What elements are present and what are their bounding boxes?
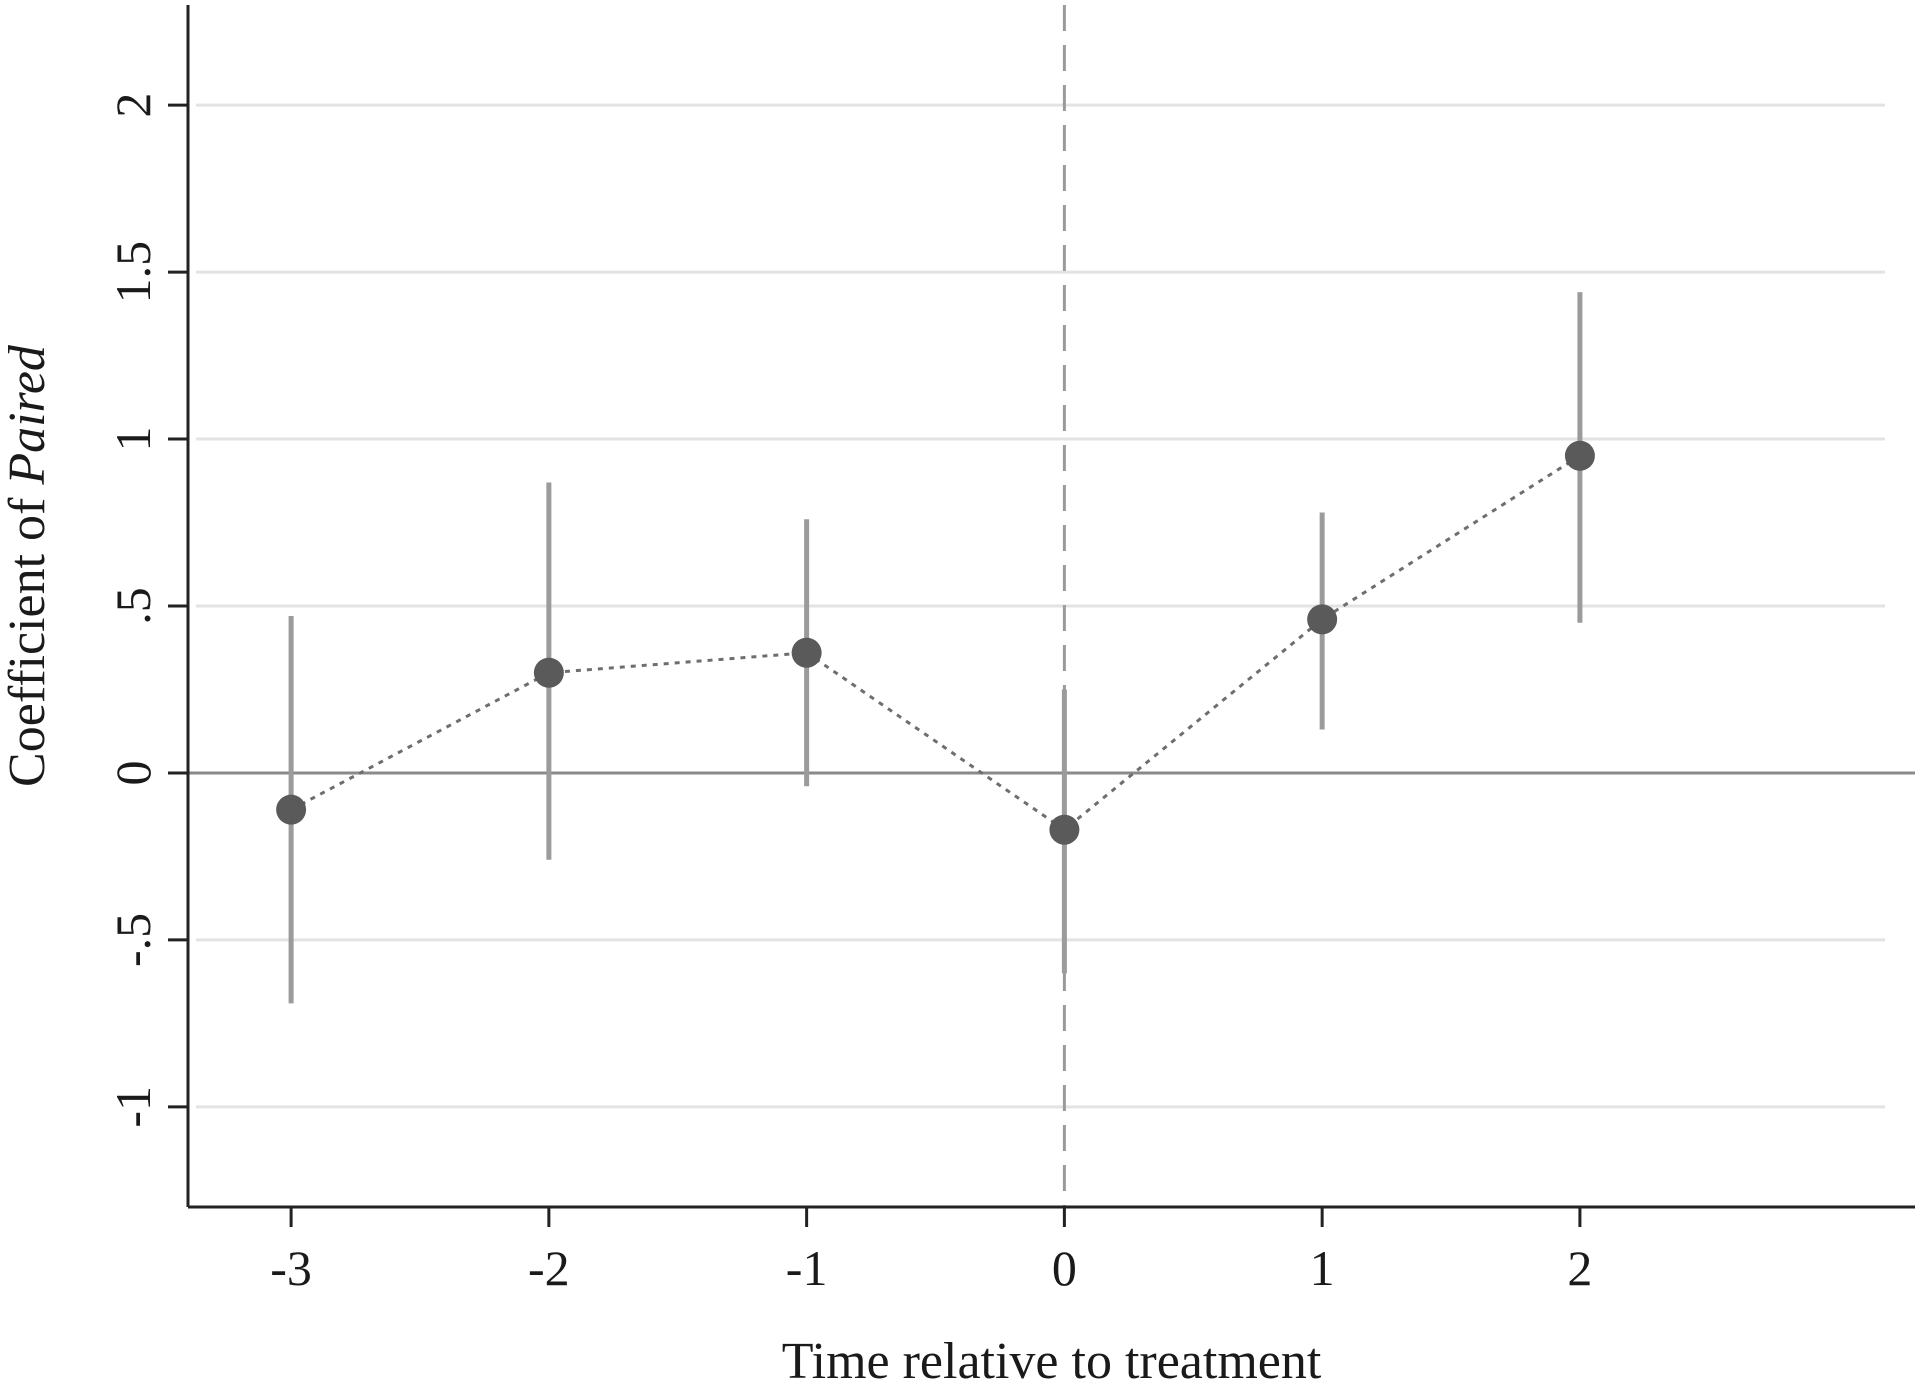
connector-line — [290, 454, 1581, 832]
y-axis-title-prefix: Coefficient of — [0, 485, 56, 787]
x-tick-label: 1 — [1310, 1240, 1335, 1296]
coefficient-point — [1049, 814, 1080, 845]
y-tick-label: .5 — [105, 587, 161, 625]
gridlines — [196, 103, 1885, 1109]
reference-lines — [188, 5, 1915, 1207]
x-tick-label: -3 — [270, 1240, 312, 1296]
y-tick-label: 2 — [105, 93, 161, 118]
x-tick-label: -1 — [786, 1240, 828, 1296]
y-axis-title: Coefficient of Paired — [0, 344, 56, 787]
y-tick-label: 0 — [105, 760, 161, 785]
y-ticks: -1 -.5 0 .5 1 1.5 2 — [105, 93, 188, 1128]
y-tick-label: -.5 — [105, 913, 161, 967]
y-tick-label: 1 — [105, 427, 161, 452]
x-tick-label: -2 — [528, 1240, 570, 1296]
coefficient-point — [533, 657, 564, 688]
coefficient-point — [1307, 604, 1338, 635]
confidence-intervals — [288, 292, 1583, 1004]
coefficient-point — [791, 637, 822, 668]
x-ticks: -3 -2 -1 0 1 2 — [270, 1207, 1592, 1296]
y-tick-label: 1.5 — [105, 241, 161, 304]
coefficient-point — [276, 794, 307, 825]
y-tick-label: -1 — [105, 1086, 161, 1128]
coefficient-points — [276, 440, 1595, 845]
x-axis-title: Time relative to treatment — [782, 1333, 1322, 1387]
coefficient-point — [1564, 440, 1595, 471]
y-axis-title-italic: Paired — [0, 344, 56, 486]
x-tick-label: 2 — [1567, 1240, 1592, 1296]
x-tick-label: 0 — [1052, 1240, 1077, 1296]
